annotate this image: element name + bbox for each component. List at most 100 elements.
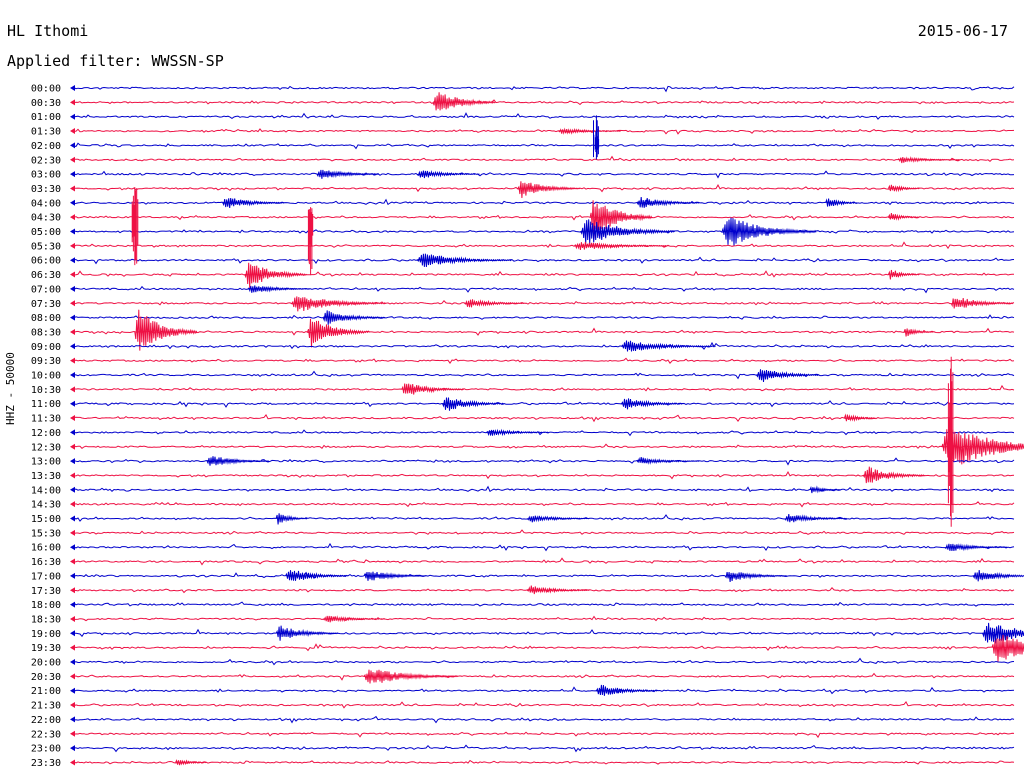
trace-0300 [71,169,1015,179]
trace-start-marker [70,601,75,608]
trace-start-marker [70,429,75,436]
trace-0630 [71,262,1015,288]
trace-start-marker [70,314,75,321]
trace-start-marker [70,486,75,493]
tick-label-1500: 15:00 [31,514,61,525]
trace-start-marker [70,630,75,637]
tick-label-0530: 05:30 [31,241,61,252]
trace-0700 [71,285,1015,294]
tick-label-1200: 12:00 [31,428,61,439]
trace-1430 [71,501,1015,508]
tick-label-0400: 04:00 [31,198,61,209]
trace-0600 [71,253,1015,268]
tick-label-2100: 21:00 [31,686,61,697]
trace-0730 [71,296,1015,312]
event-spike-2 [307,207,314,276]
trace-start-marker [70,415,75,422]
trace-start-marker [70,400,75,407]
trace-0030 [71,92,1015,111]
trace-0400 [71,196,1015,208]
tick-label-1230: 12:30 [31,442,61,453]
trace-2330 [71,759,1015,766]
tick-label-0030: 00:30 [31,98,61,109]
tick-label-0200: 02:00 [31,141,61,152]
trace-start-marker [70,142,75,149]
trace-1030 [71,383,1015,395]
tick-label-1130: 11:30 [31,414,61,425]
tick-label-1100: 11:00 [31,399,61,410]
trace-start-marker [70,544,75,551]
trace-start-marker [70,357,75,364]
tick-label-1830: 18:30 [31,614,61,625]
trace-start-marker [70,128,75,135]
trace-2230 [71,731,1015,739]
tick-label-1630: 16:30 [31,557,61,568]
trace-1530 [71,529,1015,535]
trace-start-marker [70,472,75,479]
trace-1730 [71,585,1015,595]
trace-start-marker [70,529,75,536]
tick-label-0600: 06:00 [31,256,61,267]
tick-label-0930: 09:30 [31,356,61,367]
trace-start-marker [70,199,75,206]
trace-start-marker [70,372,75,378]
trace-1800 [71,601,1015,607]
trace-start-marker [70,644,75,651]
tick-label-0730: 07:30 [31,299,61,310]
station-title: HL Ithomi [7,22,89,40]
tick-label-1930: 19:30 [31,643,61,654]
trace-2030 [72,669,1015,684]
tick-label-1530: 15:30 [31,528,61,539]
tick-label-2000: 20:00 [31,658,61,669]
tick-label-1330: 13:30 [31,471,61,482]
tick-label-0500: 05:00 [31,227,61,238]
tick-label-1000: 10:00 [31,371,61,382]
tick-label-1300: 13:00 [31,457,61,468]
event-spike-3 [947,356,954,527]
trace-start-marker [70,759,75,766]
trace-2100 [71,684,1015,696]
trace-start-marker [70,285,75,292]
trace-2200 [71,715,1015,724]
trace-start-marker [70,730,75,737]
trace-start-marker [70,458,75,465]
trace-1630 [71,557,1015,566]
trace-start-marker [70,99,75,106]
trace-0930 [72,357,1015,365]
trace-start-marker [70,271,75,278]
trace-0000 [71,85,1015,93]
tick-label-1430: 14:30 [31,500,61,511]
tick-label-1400: 14:00 [31,485,61,496]
tick-label-0300: 03:00 [31,170,61,181]
trace-start-marker [70,443,75,450]
trace-start-marker [70,343,75,350]
tick-label-1700: 17:00 [31,571,61,582]
trace-0430 [72,200,1015,239]
trace-1830 [71,615,1014,623]
trace-start-marker [70,587,75,594]
trace-1330 [71,466,1015,484]
trace-0100 [71,112,1015,120]
trace-start-marker [70,242,75,249]
trace-start-marker [70,257,75,264]
trace-start-marker [70,702,75,709]
trace-1130 [71,413,1015,423]
tick-label-0330: 03:30 [31,184,61,195]
trace-start-marker [70,745,75,752]
trace-start-marker [70,687,75,694]
trace-start-marker [70,572,75,579]
trace-2300 [71,744,1015,753]
trace-start-marker [70,558,75,565]
trace-start-marker [70,214,75,221]
tick-label-2200: 22:00 [31,715,61,726]
trace-1930 [71,634,1024,662]
trace-0500 [71,217,1015,246]
trace-start-marker [70,85,75,91]
trace-start-marker [70,328,75,335]
date-label: 2015-06-17 [917,22,1008,40]
tick-label-2330: 23:30 [31,758,61,769]
tick-label-0630: 06:30 [31,270,61,281]
trace-1200 [71,428,1015,437]
event-spike-1 [131,187,139,266]
